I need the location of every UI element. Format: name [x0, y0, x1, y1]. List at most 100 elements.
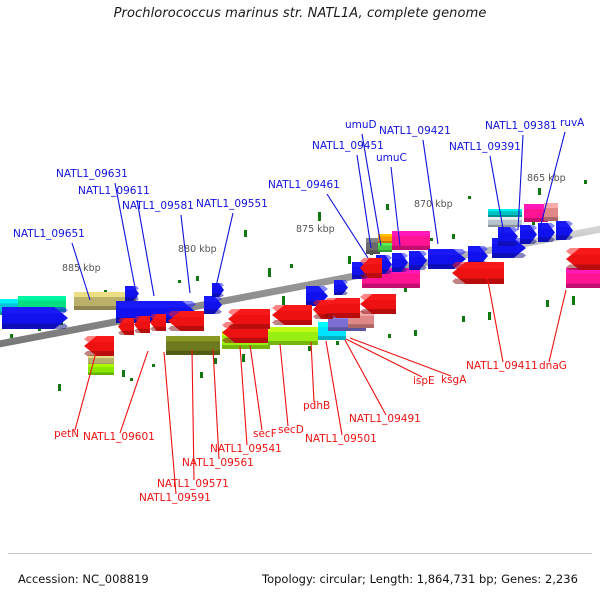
- protein-domain-bar[interactable]: [392, 231, 430, 250]
- reverse-gene-arrow[interactable]: [84, 336, 114, 356]
- protein-domain-bar[interactable]: [378, 234, 392, 243]
- gene-label-forward[interactable]: NATL1_09461: [268, 179, 340, 191]
- forward-gene-arrow[interactable]: [498, 227, 518, 246]
- gene-tick: [452, 234, 455, 239]
- gene-label-reverse[interactable]: NATL1_09411: [466, 360, 538, 372]
- gene-tick: [430, 238, 433, 241]
- leader-line: [539, 131, 566, 229]
- reverse-strand-gene-layer[interactable]: [84, 248, 600, 356]
- gene-label-reverse[interactable]: dnaG: [539, 360, 567, 372]
- gene-label-reverse[interactable]: NATL1_09561: [182, 457, 254, 469]
- gene-label-reverse[interactable]: secF: [253, 428, 277, 440]
- leader-line: [489, 155, 505, 235]
- protein-domain-bar[interactable]: [566, 268, 600, 288]
- gene-label-forward[interactable]: umuC: [376, 152, 407, 164]
- gene-label-forward[interactable]: NATL1_09611: [78, 185, 150, 197]
- forward-gene-arrow[interactable]: [392, 253, 408, 272]
- gene-label-reverse[interactable]: NATL1_09571: [157, 478, 229, 490]
- leader-line: [349, 337, 452, 377]
- forward-gene-arrow[interactable]: [409, 251, 427, 270]
- forward-strand-gene-layer[interactable]: [2, 221, 573, 329]
- gene-label-forward[interactable]: NATL1_09651: [13, 228, 85, 240]
- reverse-gene-arrow[interactable]: [360, 258, 382, 278]
- leader-line: [212, 348, 220, 460]
- top-gene-label-layer[interactable]: NATL1_09651 NATL1_09631 NATL1_09611 NATL1_0…: [13, 117, 585, 240]
- gene-label-forward[interactable]: ruvA: [560, 117, 585, 129]
- protein-domain-bar[interactable]: [488, 209, 522, 217]
- leader-line: [548, 289, 567, 363]
- gene-tick: [532, 220, 535, 225]
- leader-line: [390, 166, 401, 247]
- forward-gene-arrow[interactable]: [212, 283, 224, 297]
- leader-line: [486, 275, 504, 363]
- forward-gene-arrow[interactable]: [2, 307, 68, 329]
- gene-tick: [122, 370, 125, 377]
- reverse-gene-arrow[interactable]: [360, 294, 396, 314]
- forward-gene-arrow[interactable]: [538, 223, 555, 242]
- protein-domain-bar[interactable]: [166, 336, 220, 355]
- gene-tick: [462, 316, 465, 322]
- gene-tick: [572, 296, 575, 305]
- leader-line: [74, 344, 99, 431]
- gene-label-forward[interactable]: NATL1_09631: [56, 168, 128, 180]
- gene-label-forward[interactable]: NATL1_09381: [485, 120, 557, 132]
- forward-gene-arrow[interactable]: [204, 296, 222, 314]
- leader-line: [422, 139, 439, 245]
- gene-tick: [178, 280, 181, 283]
- forward-gene-arrow[interactable]: [556, 221, 573, 240]
- gene-label-forward[interactable]: NATL1_09391: [449, 141, 521, 153]
- leader-line: [310, 341, 315, 403]
- reverse-gene-arrow[interactable]: [134, 316, 150, 333]
- reverse-gene-arrow[interactable]: [452, 262, 504, 284]
- forward-gene-arrow[interactable]: [125, 286, 139, 301]
- leader-line: [344, 339, 387, 416]
- protein-domain-bar[interactable]: [268, 327, 318, 345]
- protein-domain-bar[interactable]: [544, 203, 558, 221]
- gene-label-reverse[interactable]: NATL1_09591: [139, 492, 211, 504]
- gene-label-reverse[interactable]: ksgA: [441, 374, 467, 386]
- leader-line: [361, 133, 382, 247]
- gene-tick: [244, 230, 247, 237]
- reverse-gene-arrow[interactable]: [324, 298, 360, 318]
- forward-gene-arrow[interactable]: [334, 280, 348, 295]
- scale-label: 865 kbp: [527, 173, 566, 184]
- reverse-gene-arrow[interactable]: [228, 309, 270, 329]
- leader-line: [356, 154, 372, 249]
- leader-line: [279, 343, 289, 427]
- reverse-gene-arrow[interactable]: [566, 248, 600, 270]
- reverse-gene-arrow[interactable]: [168, 311, 204, 331]
- bottom-gene-label-layer[interactable]: petN NATL1_09601 NATL1_09591 NATL1_09571 NAT…: [54, 360, 567, 504]
- gene-label-reverse[interactable]: ispE: [413, 375, 435, 387]
- gene-label-reverse[interactable]: NATL1_09501: [305, 433, 377, 445]
- leader-line: [163, 351, 177, 495]
- gene-label-forward[interactable]: umuD: [345, 119, 377, 131]
- gene-label-reverse[interactable]: petN: [54, 428, 79, 440]
- gene-tick: [242, 354, 245, 362]
- reverse-gene-arrow[interactable]: [272, 305, 312, 325]
- accession-text: Accession: NC_008819: [18, 572, 149, 586]
- gene-label-reverse[interactable]: pdhB: [303, 400, 330, 412]
- gene-label-reverse[interactable]: secD: [278, 424, 304, 436]
- scale-label: 880 kbp: [178, 244, 217, 255]
- reverse-gene-arrow[interactable]: [150, 314, 166, 331]
- forward-gene-arrow[interactable]: [520, 225, 537, 244]
- gene-tick: [488, 312, 491, 320]
- gene-tick: [386, 204, 389, 210]
- gene-label-forward[interactable]: NATL1_09581: [122, 200, 194, 212]
- gene-label-forward[interactable]: NATL1_09451: [312, 140, 384, 152]
- gene-label-forward[interactable]: NATL1_09551: [196, 198, 268, 210]
- protein-domain-bar[interactable]: [378, 243, 392, 252]
- gene-label-reverse[interactable]: NATL1_09601: [83, 431, 155, 443]
- genome-summary-text: Topology: circular; Length: 1,864,731 bp…: [262, 572, 578, 586]
- protein-domain-bar[interactable]: [88, 364, 114, 375]
- protein-domain-bar[interactable]: [366, 238, 380, 254]
- reverse-gene-arrow[interactable]: [118, 318, 134, 335]
- gene-label-forward[interactable]: NATL1_09421: [379, 125, 451, 137]
- gene-label-reverse[interactable]: NATL1_09541: [210, 443, 282, 455]
- protein-domain-bar[interactable]: [488, 217, 522, 227]
- scale-label-layer: 885 kbp 880 kbp 875 kbp 870 kbp 865 kbp: [62, 173, 566, 274]
- leader-line: [119, 350, 149, 434]
- protein-domain-bar[interactable]: [524, 204, 548, 222]
- gene-label-reverse[interactable]: NATL1_09491: [349, 413, 421, 425]
